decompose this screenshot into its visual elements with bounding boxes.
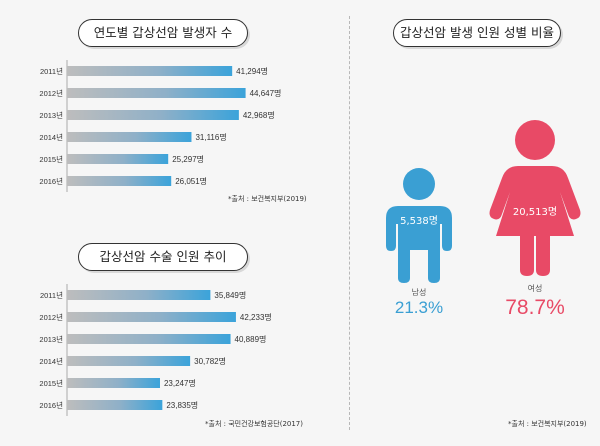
- bar: [67, 290, 211, 300]
- gender-title: 갑상선암 발생 인원 성별 비율: [393, 19, 561, 47]
- chart2-source: *출처 : 국민건강보험공단(2017): [205, 420, 303, 428]
- chart2-title: 갑상선암 수술 인원 추이: [78, 243, 248, 271]
- bar: [67, 66, 233, 76]
- value-label: 25,297명: [172, 154, 204, 164]
- chart1-source: *출처 : 보건복지부(2019): [228, 195, 307, 203]
- chart2-plot: 2011년 35,849명 2012년 42,233명 2013년 40,889명 2014…: [39, 284, 272, 416]
- column-divider: [349, 16, 350, 430]
- female-count: 20,513명: [512, 207, 558, 218]
- bar: [67, 312, 236, 322]
- value-label: 31,116명: [195, 132, 226, 142]
- bar: [67, 334, 231, 344]
- bar: [67, 400, 163, 410]
- value-label: 44,647명: [250, 88, 282, 98]
- male-figure-icon: [386, 168, 452, 283]
- year-label: 2016년: [39, 400, 63, 410]
- value-label: 23,247명: [164, 378, 196, 388]
- female-percent: 78.7%: [505, 296, 565, 319]
- chart2: 2011년 35,849명 2012년 42,233명 2013년 40,889명 2014…: [0, 284, 310, 416]
- female-figure-icon: [489, 120, 581, 276]
- year-label: 2013년: [39, 334, 63, 344]
- chart1: 2011년 41,294명 2012년 44,647명 2013년 42,968명 2014…: [0, 60, 310, 192]
- year-label: 2012년: [39, 88, 63, 98]
- value-label: 30,782명: [194, 356, 226, 366]
- gender-source: *출처 : 보건복지부(2019): [508, 420, 587, 428]
- value-label: 42,233명: [240, 312, 272, 322]
- bar: [67, 378, 160, 388]
- year-label: 2016년: [39, 176, 63, 186]
- male-count: 5,538명: [400, 216, 438, 227]
- value-label: 26,051명: [175, 176, 207, 186]
- male-label: 남성: [411, 288, 427, 297]
- bar: [67, 88, 246, 98]
- bar: [67, 176, 172, 186]
- chart1-plot: 2011년 41,294명 2012년 44,647명 2013년 42,968명 2014…: [39, 60, 282, 192]
- female-label: 여성: [527, 284, 543, 293]
- year-label: 2011년: [40, 290, 63, 300]
- male-percent: 21.3%: [394, 298, 444, 317]
- year-label: 2015년: [39, 154, 63, 164]
- bar: [67, 356, 191, 366]
- year-label: 2014년: [39, 132, 63, 142]
- chart1-title: 연도별 갑상선암 발생자 수: [78, 19, 248, 47]
- bar: [67, 154, 169, 164]
- year-label: 2011년: [40, 66, 63, 76]
- value-label: 42,968명: [243, 110, 275, 120]
- bar: [67, 110, 239, 120]
- year-label: 2013년: [39, 110, 63, 120]
- year-label: 2015년: [39, 378, 63, 388]
- value-label: 40,889명: [235, 334, 267, 344]
- year-label: 2012년: [39, 312, 63, 322]
- value-label: 41,294명: [236, 66, 268, 76]
- value-label: 35,849명: [214, 290, 246, 300]
- bar: [67, 132, 192, 142]
- year-label: 2014년: [39, 356, 63, 366]
- value-label: 23,835명: [166, 400, 198, 410]
